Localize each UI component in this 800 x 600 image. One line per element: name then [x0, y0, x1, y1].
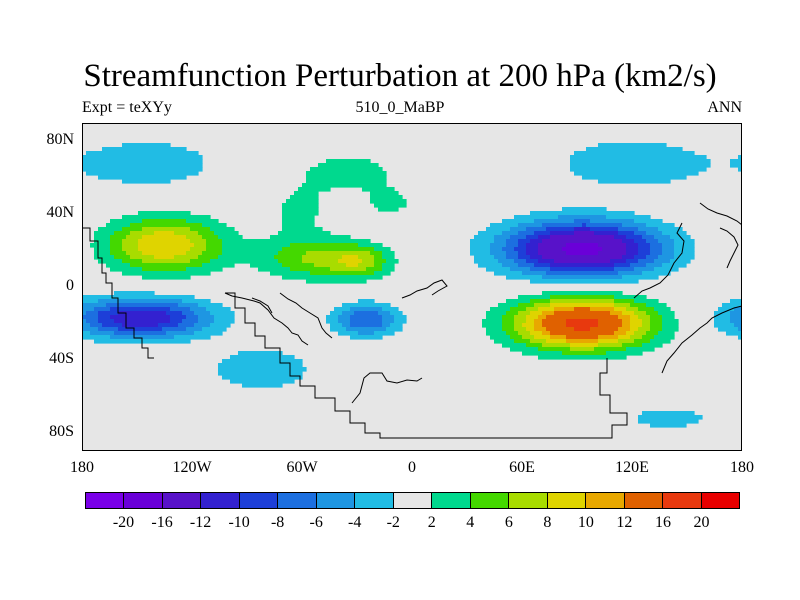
lon-label-120w: 120W	[172, 459, 212, 476]
colorbar-swatch	[316, 493, 356, 508]
colorbar-swatch	[124, 493, 163, 508]
season-label: ANN	[707, 99, 742, 116]
colorbar-swatch	[663, 493, 702, 508]
lon-label-60w: 60W	[286, 459, 318, 476]
colorbar-swatch	[701, 493, 739, 508]
lat-label-80n: 80N	[46, 131, 74, 148]
lon-label-180w: 180	[70, 459, 94, 476]
colorbar-label: 2	[427, 514, 436, 531]
colorbar-swatch	[624, 493, 664, 508]
lon-label-180e: 180	[730, 459, 754, 476]
colorbar-swatch	[355, 493, 394, 508]
colorbar-label: -10	[228, 514, 250, 531]
map-frame	[82, 123, 742, 451]
colorbar-swatch	[393, 493, 433, 508]
experiment-label: Expt = teXYy	[82, 99, 172, 116]
colorbar-swatch	[432, 493, 471, 508]
colorbar-label: -20	[112, 514, 135, 531]
lat-label-40s: 40S	[49, 350, 74, 367]
lat-label-40n: 40N	[46, 204, 74, 221]
colorbar-label: -6	[309, 514, 323, 531]
colorbar-swatch	[470, 493, 510, 508]
colorbar-label: 20	[693, 514, 710, 531]
period-label: 510_0_MaBP	[355, 99, 445, 116]
lat-label-eq: 0	[66, 277, 74, 294]
lon-label-60e: 60E	[509, 459, 535, 476]
colorbar-swatch	[239, 493, 279, 508]
contour-map	[82, 123, 742, 451]
lon-label-120e: 120E	[615, 459, 649, 476]
colorbar-swatch	[162, 493, 202, 508]
colorbar-swatch	[586, 493, 625, 508]
colorbar-label: 12	[616, 514, 633, 531]
colorbar-label: 4	[466, 514, 475, 531]
colorbar-swatch	[509, 493, 548, 508]
lon-label-0: 0	[408, 459, 416, 476]
colorbar-label: 10	[577, 514, 594, 531]
colorbar-label: -12	[189, 514, 212, 531]
streamfunction-field	[82, 123, 742, 451]
colorbar-label: -2	[386, 514, 400, 531]
colorbar	[85, 492, 740, 509]
colorbar-label: 8	[543, 514, 552, 531]
colorbar-label: -4	[348, 514, 362, 531]
figure-title: Streamfunction Perturbation at 200 hPa (…	[83, 58, 717, 94]
colorbar-swatch	[547, 493, 587, 508]
colorbar-label: 6	[504, 514, 513, 531]
colorbar-label: -16	[151, 514, 173, 531]
colorbar-label: 16	[654, 514, 671, 531]
colorbar-swatch	[86, 493, 125, 508]
colorbar-swatch	[201, 493, 240, 508]
colorbar-swatch	[278, 493, 317, 508]
coastlines	[82, 202, 742, 439]
lat-label-80s: 80S	[49, 423, 74, 440]
colorbar-label: -8	[270, 514, 285, 531]
